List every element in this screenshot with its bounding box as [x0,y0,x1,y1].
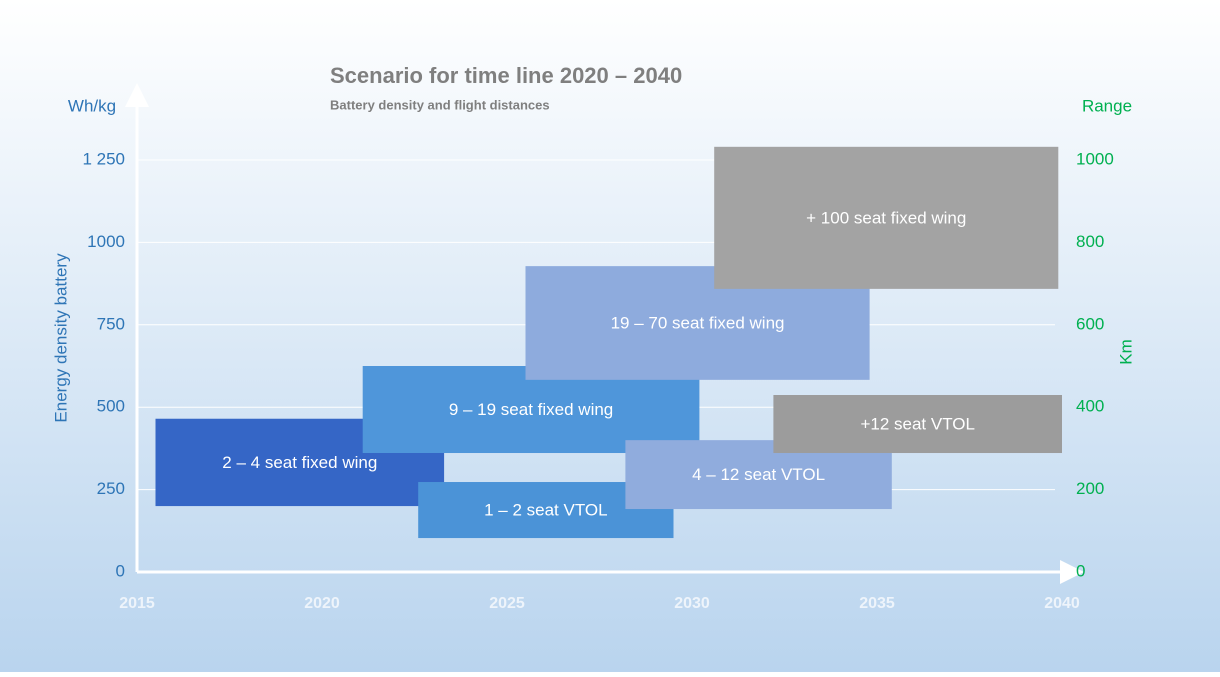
bar-label: 9 – 19 seat fixed wing [449,400,613,419]
bar-label: 2 – 4 seat fixed wing [222,453,377,472]
bar-label: 19 – 70 seat fixed wing [611,313,785,332]
bars: 2 – 4 seat fixed wing 9 – 19 seat fixed w… [155,146,1062,539]
x-tick-label: 2025 [489,595,525,612]
y-tick-label: 250 [97,479,125,498]
x-tick-label: 2035 [859,595,895,612]
y2-tick-label: 400 [1076,397,1104,416]
y-axis-title: Energy density battery [51,253,70,423]
y2-tick-label: 0 [1076,561,1085,580]
range-bar [714,146,1059,289]
chart-subtitle: Battery density and flight distances [330,97,550,112]
bar-label: + 100 seat fixed wing [806,208,966,227]
y-tick-label: 500 [97,397,125,416]
y-tick-label: 1000 [87,232,125,251]
y2-tick-label: 200 [1076,479,1104,498]
x-tick-label: 2040 [1044,595,1080,612]
range-bar [362,366,700,454]
x-tick-label: 2030 [674,595,710,612]
y2-tick-label: 600 [1076,314,1104,333]
chart-title: Scenario for time line 2020 – 2040 [330,63,682,88]
y-tick-label: 0 [116,561,125,580]
x-tick-label: 2015 [119,595,155,612]
range-bar [773,395,1062,454]
y2-tick-label: 800 [1076,232,1104,251]
y2-unit: Range [1082,96,1132,115]
y-unit: Wh/kg [68,96,116,115]
x-tick-label: 2020 [304,595,340,612]
bar-label: +12 seat VTOL [860,414,975,433]
y2-tick-label: 1000 [1076,149,1114,168]
y-tick-label: 750 [97,314,125,333]
y2-axis-title: Km [1116,339,1135,365]
y-tick-label: 1 250 [82,149,125,168]
bar-label: 1 – 2 seat VTOL [484,501,607,520]
bar-label: 4 – 12 seat VTOL [692,465,825,484]
